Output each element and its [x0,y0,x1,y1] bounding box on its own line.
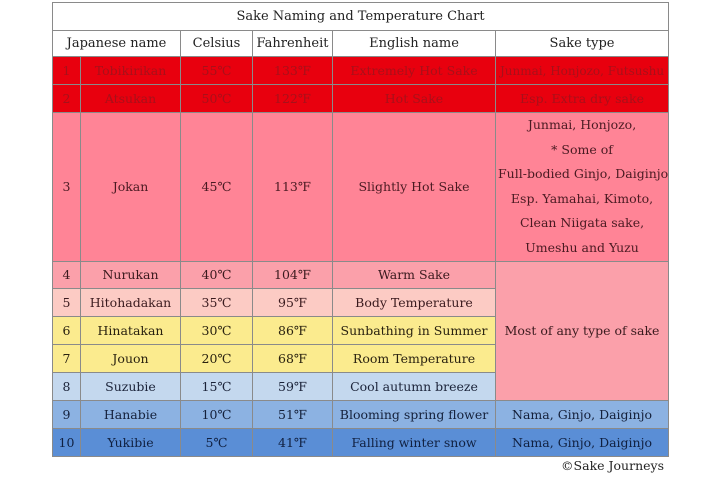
sake-temperature-table: Sake Naming and Temperature Chart Japane… [51,2,670,457]
header-celsius: Celsius [180,30,253,57]
table-row: 9 Hanabie 10℃ 51℉ Blooming spring flower… [52,399,670,429]
celsius: 40℃ [180,260,253,289]
header-fahrenheit: Fahrenheit [252,30,333,57]
sake-type-line: * Some of [551,141,613,157]
japanese-name: Tobikirikan [80,56,181,85]
sake-type: Nama, Ginjo, Daiginjo [494,399,670,429]
table-row: 6 Hinatakan 30℃ 86℉ Sunbathing in Summer [52,315,669,345]
english-name: Falling winter snow [332,427,496,457]
english-name: Blooming spring flower [332,399,496,429]
row-number: 8 [52,371,81,401]
sake-type: Esp. Extra dry sake [494,84,670,113]
table-row: 10 Yukibie 5℃ 41℉ Falling winter snow Na… [52,427,670,457]
japanese-name: Atsukan [80,84,181,113]
celsius: 15℃ [180,371,253,401]
row-number: 1 [52,56,81,85]
sake-type-line: Clean Niigata sake, [519,215,645,231]
row-number: 2 [52,84,81,113]
sake-type: Most of any type of sake [494,260,670,401]
japanese-name: Hanabie [80,399,181,429]
table-row: 4 Nurukan 40℃ 104℉ Warm Sake Most of any… [52,260,670,401]
celsius: 50℃ [180,84,253,113]
header-english-name: English name [332,30,496,57]
japanese-name: Yukibie [80,427,181,457]
english-name: Cool autumn breeze [332,371,496,401]
english-name: Sunbathing in Summer [332,315,496,345]
table-row: 2 Atsukan 50℃ 122℉ Hot Sake Esp. Extra d… [52,84,670,113]
table-row: 7 Jouon 20℃ 68℉ Room Temperature [52,343,669,373]
header-sake-type: Sake type [494,30,670,57]
fahrenheit: 51℉ [252,399,333,429]
table-row: 3 Jokan 45℃ 113℉ Slightly Hot Sake Junma… [52,112,670,262]
celsius: 35℃ [180,287,253,317]
fahrenheit: 59℉ [252,371,333,401]
english-name: Hot Sake [332,84,496,113]
fahrenheit: 113℉ [252,112,333,262]
japanese-name: Hitohadakan [80,287,181,317]
sake-type-line: Umeshu and Yuzu [525,239,639,255]
table-title-row: Sake Naming and Temperature Chart [51,2,670,31]
fahrenheit: 86℉ [252,315,333,345]
japanese-name: Nurukan [80,260,181,289]
table-header-row: Japanese name Celsius Fahrenheit English… [52,30,670,57]
row-number: 10 [52,427,81,457]
sake-type-line: Esp. Yamahai, Kimoto, [510,190,654,206]
fahrenheit: 41℉ [252,427,333,457]
celsius: 5℃ [180,427,253,457]
fahrenheit: 104℉ [252,260,333,289]
english-name: Room Temperature [332,343,496,373]
row-number: 4 [52,260,81,289]
table-row: 1 Tobikirikan 55℃ 133℉ Extremely Hot Sak… [52,56,670,85]
japanese-name: Jokan [80,112,181,262]
celsius: 30℃ [180,315,253,345]
celsius: 10℃ [180,399,253,429]
table-row: 5 Hitohadakan 35℃ 95℉ Body Temperature [52,287,669,317]
fahrenheit: 95℉ [252,287,333,317]
table-title: Sake Naming and Temperature Chart [51,2,670,31]
row-number: 6 [52,315,81,345]
sake-type: Junmai, Honjozo, Futsushu [494,56,670,85]
japanese-name: Suzubie [80,371,181,401]
copyright-credit: ©Sake Journeys [561,458,664,473]
sake-type-line: Full-bodied Ginjo, Daiginjo [498,166,669,182]
english-name: Slightly Hot Sake [332,112,496,262]
english-name: Body Temperature [332,287,496,317]
row-number: 5 [52,287,81,317]
table-row: 8 Suzubie 15℃ 59℉ Cool autumn breeze [52,371,669,401]
row-number: 9 [52,399,81,429]
sake-type: Nama, Ginjo, Daiginjo [494,427,670,457]
celsius: 55℃ [180,56,253,85]
fahrenheit: 68℉ [252,343,333,373]
english-name: Warm Sake [332,260,496,289]
sake-type-line: Junmai, Honjozo, [527,117,637,132]
japanese-name: Hinatakan [80,315,181,345]
row-number: 7 [52,343,81,373]
english-name: Extremely Hot Sake [332,56,496,85]
fahrenheit: 122℉ [252,84,333,113]
celsius: 20℃ [180,343,253,373]
japanese-name: Jouon [80,343,181,373]
header-japanese-name: Japanese name [52,30,181,57]
row-number: 3 [52,112,81,262]
sake-type: Junmai, Honjozo, * Some of Full-bodied G… [494,112,670,262]
celsius: 45℃ [180,112,253,262]
fahrenheit: 133℉ [252,56,333,85]
